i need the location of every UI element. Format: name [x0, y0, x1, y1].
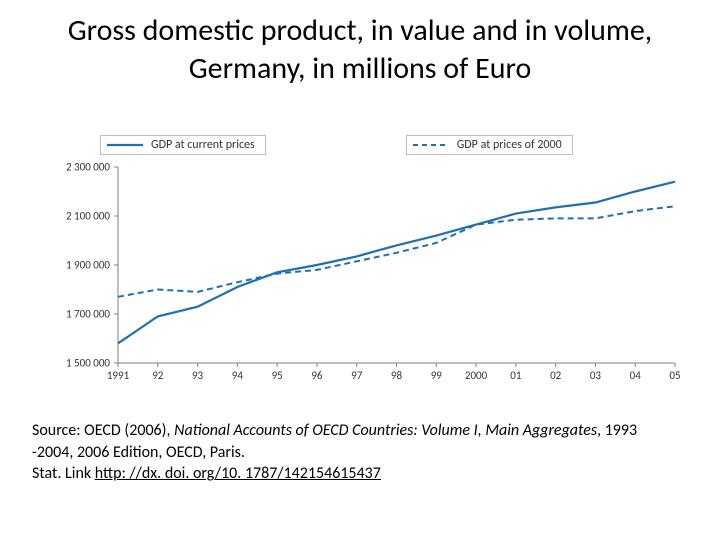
legend-label: GDP at prices of 2000 [457, 138, 562, 152]
y-tick-label: 2 100 000 [50, 210, 110, 223]
x-tick-label: 94 [232, 369, 243, 382]
x-tick-label: 03 [590, 369, 601, 382]
source-citation: Source: OECD (2006), National Accounts o… [32, 420, 680, 485]
x-tick-label: 2000 [465, 369, 487, 382]
statlink-label: Stat. Link [32, 464, 95, 483]
gdp-chart: GDP at current prices GDP at prices of 2… [60, 135, 680, 388]
x-tick-label: 98 [391, 369, 402, 382]
x-tick-label: 02 [550, 369, 561, 382]
x-tick-label: 05 [669, 369, 680, 382]
y-tick-label: 1 700 000 [50, 308, 110, 321]
legend-swatch-dashed-icon [413, 140, 449, 150]
chart-legend: GDP at current prices GDP at prices of 2… [60, 135, 680, 155]
plot-svg-icon [60, 163, 680, 388]
legend-item-prices-2000: GDP at prices of 2000 [406, 135, 573, 155]
legend-swatch-solid-icon [107, 140, 143, 150]
page-title: Gross domestic product, in value and in … [40, 12, 680, 87]
x-tick-label: 97 [351, 369, 362, 382]
y-tick-label: 1 500 000 [50, 357, 110, 370]
x-tick-label: 99 [431, 369, 442, 382]
slide: Gross domestic product, in value and in … [0, 0, 720, 540]
x-tick-label: 01 [510, 369, 521, 382]
legend-item-current-prices: GDP at current prices [100, 135, 266, 155]
y-tick-label: 2 300 000 [50, 161, 110, 174]
source-prefix: Source: OECD (2006), [32, 421, 174, 440]
legend-label: GDP at current prices [151, 138, 255, 152]
x-tick-label: 96 [311, 369, 322, 382]
x-tick-label: 04 [630, 369, 641, 382]
x-tick-label: 1991 [107, 369, 129, 382]
x-tick-label: 92 [152, 369, 163, 382]
y-tick-label: 1 900 000 [50, 259, 110, 272]
x-tick-label: 93 [192, 369, 203, 382]
x-tick-label: 95 [272, 369, 283, 382]
source-italic: National Accounts of OECD Countries: Vol… [174, 421, 597, 440]
plot-area: 1 500 0001 700 0001 900 0002 100 0002 30… [60, 163, 680, 388]
statlink-url[interactable]: http: //dx. doi. org/10. 1787/1421546154… [95, 464, 381, 483]
